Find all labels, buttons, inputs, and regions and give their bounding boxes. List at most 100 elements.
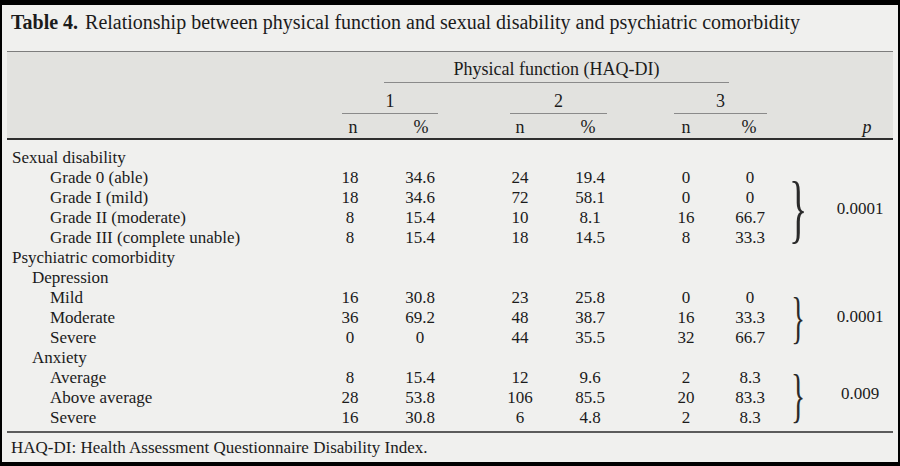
cell-n-3: 20	[651, 388, 721, 408]
cell-pct-3: 66.7	[715, 208, 785, 228]
table-figure: Table 4.Relationship between physical fu…	[0, 0, 900, 466]
cell-pct-2: 8.1	[555, 208, 625, 228]
subheader-pct-1: %	[399, 117, 443, 137]
frame-bottom-border	[0, 462, 900, 466]
cell-pct-3: 8.3	[715, 368, 785, 388]
row-label: Mild	[50, 288, 83, 308]
cell-n-2: 48	[485, 308, 555, 328]
cell-pct-2: 19.4	[555, 168, 625, 188]
footnote-rule	[7, 431, 893, 433]
cell-pct-3: 0	[715, 288, 785, 308]
cell-pct-3: 0	[715, 168, 785, 188]
cell-pct-2: 14.5	[555, 228, 625, 248]
cell-pct-1: 69.2	[385, 308, 455, 328]
table-row: Mild 16 30.8 23 25.8 0 0	[0, 288, 900, 308]
row-label: Average	[50, 368, 106, 388]
cell-pct-1: 30.8	[385, 288, 455, 308]
cell-pct-2: 85.5	[555, 388, 625, 408]
table-row-section: Sexual disability	[0, 148, 900, 168]
row-label: Above average	[50, 388, 152, 408]
table-caption: Table 4.Relationship between physical fu…	[11, 9, 891, 36]
subheader-n-3: n	[664, 117, 708, 137]
cell-n-3: 2	[651, 368, 721, 388]
cell-pct-2: 9.6	[555, 368, 625, 388]
cell-n-2: 6	[485, 408, 555, 428]
row-label: Sexual disability	[12, 148, 126, 168]
table-row-section: Psychiatric comorbidity	[0, 248, 900, 268]
cell-n-2: 44	[485, 328, 555, 348]
cell-n-2: 106	[485, 388, 555, 408]
cell-n-3: 0	[651, 288, 721, 308]
subheader-pct-3: %	[727, 117, 771, 137]
row-label: Grade II (moderate)	[50, 208, 186, 228]
table-row: Grade I (mild) 18 34.6 72 58.1 0 0	[0, 188, 900, 208]
cell-n-1: 36	[315, 308, 385, 328]
table-row: Severe 16 30.8 6 4.8 2 8.3	[0, 408, 900, 428]
cell-n-3: 8	[651, 228, 721, 248]
cell-pct-3: 83.3	[715, 388, 785, 408]
row-label: Depression	[32, 268, 108, 288]
cell-n-3: 16	[651, 308, 721, 328]
cell-pct-1: 53.8	[385, 388, 455, 408]
cell-n-1: 18	[315, 188, 385, 208]
p-value-sexual-disability: 0.0001	[822, 199, 898, 219]
grouping-brace-sexual-disability: }	[792, 171, 805, 245]
cell-n-2: 24	[485, 168, 555, 188]
table-row: Severe 0 0 44 35.5 32 66.7	[0, 328, 900, 348]
row-label: Severe	[50, 328, 96, 348]
cell-n-3: 2	[651, 408, 721, 428]
cell-n-2: 72	[485, 188, 555, 208]
cell-n-2: 18	[485, 228, 555, 248]
table-row: Above average 28 53.8 106 85.5 20 83.3	[0, 388, 900, 408]
row-label: Grade I (mild)	[50, 188, 148, 208]
column-group-2: 2	[510, 89, 607, 114]
subheader-n-1: n	[331, 117, 375, 137]
cell-pct-1: 30.8	[385, 408, 455, 428]
cell-pct-2: 38.7	[555, 308, 625, 328]
table-row: Grade 0 (able) 18 34.6 24 19.4 0 0	[0, 168, 900, 188]
cell-pct-2: 25.8	[555, 288, 625, 308]
table-row: Grade III (complete unable) 8 15.4 18 14…	[0, 228, 900, 248]
table-row: Average 8 15.4 12 9.6 2 8.3	[0, 368, 900, 388]
cell-n-1: 16	[315, 408, 385, 428]
p-value-depression: 0.0001	[822, 307, 898, 327]
row-label: Psychiatric comorbidity	[12, 248, 175, 268]
cell-pct-3: 33.3	[715, 228, 785, 248]
cell-pct-1: 34.6	[385, 188, 455, 208]
cell-n-1: 18	[315, 168, 385, 188]
row-label: Grade III (complete unable)	[50, 228, 240, 248]
cell-n-3: 0	[651, 168, 721, 188]
cell-n-1: 8	[315, 208, 385, 228]
cell-pct-2: 4.8	[555, 408, 625, 428]
cell-pct-3: 66.7	[715, 328, 785, 348]
cell-pct-3: 33.3	[715, 308, 785, 328]
column-group-3: 3	[674, 89, 767, 114]
row-label: Severe	[50, 408, 96, 428]
table-number: Table 4.	[11, 11, 78, 33]
cell-pct-2: 58.1	[555, 188, 625, 208]
cell-pct-1: 15.4	[385, 208, 455, 228]
table-row: Moderate 36 69.2 48 38.7 16 33.3	[0, 308, 900, 328]
cell-n-1: 8	[315, 228, 385, 248]
cell-pct-1: 34.6	[385, 168, 455, 188]
cell-pct-3: 0	[715, 188, 785, 208]
grouping-brace-depression: }	[792, 289, 805, 345]
table-row: Grade II (moderate) 8 15.4 10 8.1 16 66.…	[0, 208, 900, 228]
column-group-title: Physical function (HAQ-DI)	[384, 56, 729, 83]
footnote-text: HAQ-DI: Health Assessment Questionnaire …	[11, 437, 427, 459]
cell-n-1: 28	[315, 388, 385, 408]
cell-pct-1: 0	[385, 328, 455, 348]
cell-n-2: 12	[485, 368, 555, 388]
row-label: Anxiety	[32, 348, 87, 368]
cell-n-2: 23	[485, 288, 555, 308]
cell-n-3: 0	[651, 188, 721, 208]
cell-n-3: 16	[651, 208, 721, 228]
row-label: Moderate	[50, 308, 115, 328]
p-value-anxiety: 0.009	[822, 384, 898, 404]
cell-n-3: 32	[651, 328, 721, 348]
cell-n-1: 16	[315, 288, 385, 308]
table-body: Sexual disability Grade 0 (able) 18 34.6…	[0, 148, 900, 428]
column-group-1: 1	[342, 89, 438, 114]
cell-pct-3: 8.3	[715, 408, 785, 428]
subheader-pct-2: %	[566, 117, 610, 137]
